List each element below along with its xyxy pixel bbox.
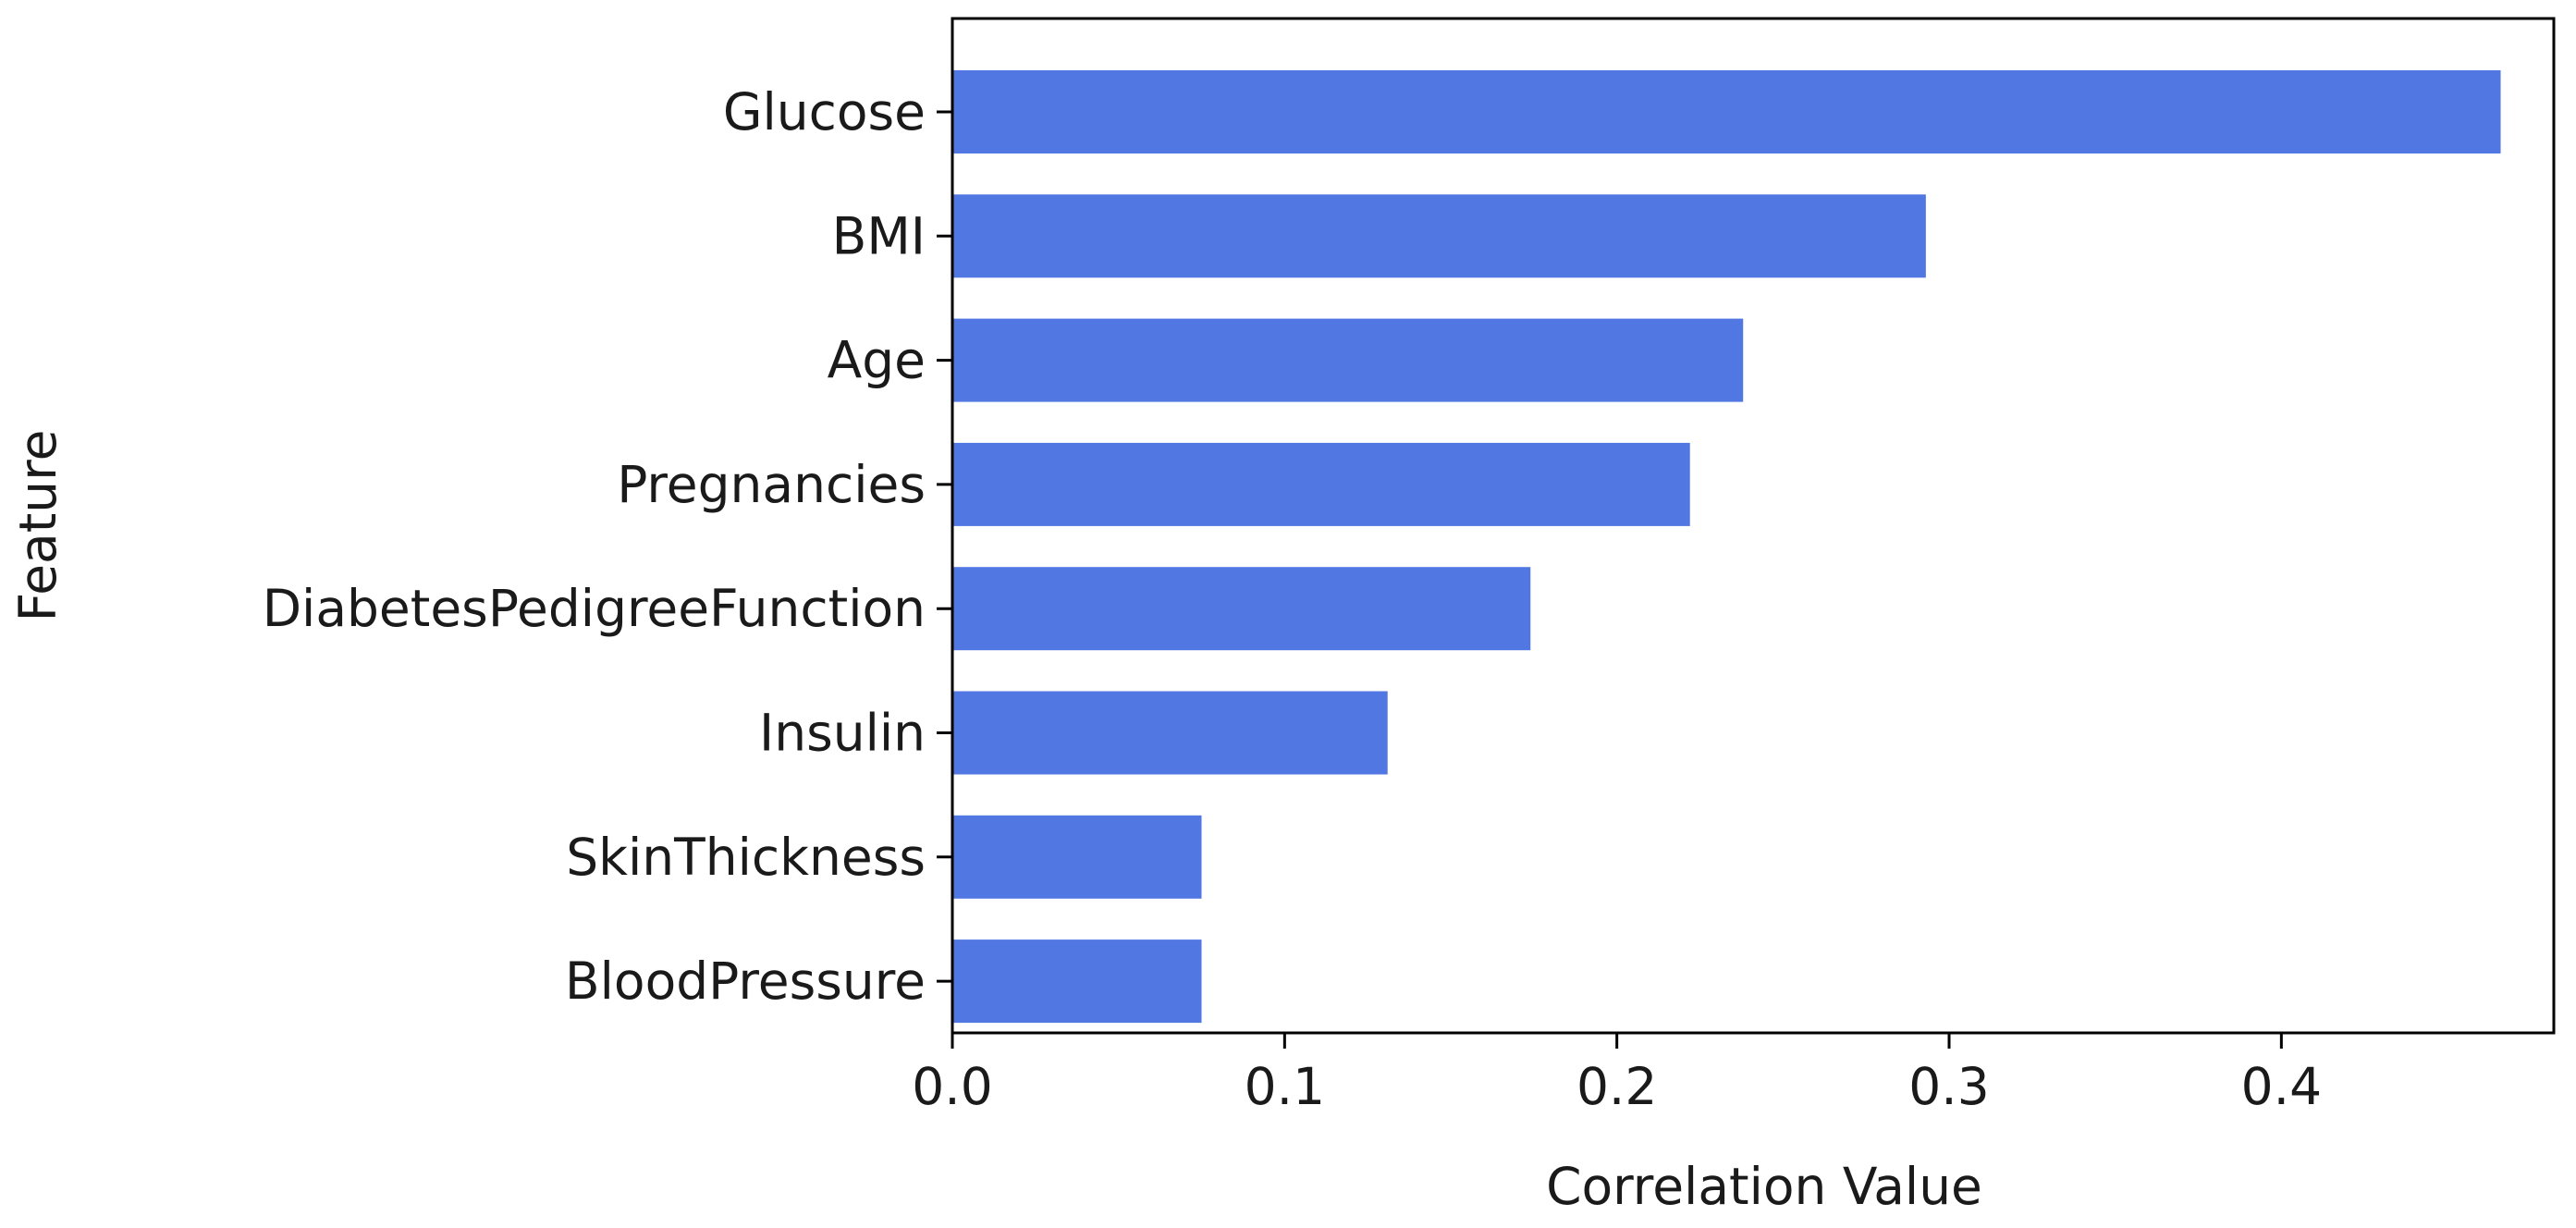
bar-diabetespedigreefunction	[952, 567, 1531, 651]
y-tick-label: DiabetesPedigreeFunction	[263, 579, 926, 638]
bars-group	[952, 70, 2501, 1024]
bar-skinthickness	[952, 815, 1202, 899]
bar-glucose	[952, 70, 2501, 154]
x-tick-label: 0.4	[2241, 1057, 2322, 1116]
x-tick-label: 0.0	[912, 1057, 992, 1116]
x-tick-label: 0.2	[1576, 1057, 1657, 1116]
x-tick-label: 0.1	[1245, 1057, 1325, 1116]
x-axis-title: Correlation Value	[1546, 1157, 1982, 1216]
y-tick-label: Glucose	[723, 82, 926, 141]
x-axis-ticks: 0.0 0.1 0.2 0.3 0.4	[912, 1033, 2322, 1116]
plot-frame	[951, 17, 2556, 1035]
y-tick-label: Pregnancies	[617, 455, 926, 514]
y-tick-label: BMI	[832, 206, 926, 265]
bar-bmi	[952, 194, 1926, 278]
y-tick-label: Age	[828, 331, 926, 390]
bar-pregnancies	[952, 442, 1690, 526]
y-tick-label: BloodPressure	[565, 952, 926, 1011]
x-tick-label: 0.3	[1908, 1057, 1989, 1116]
bar-bloodpressure	[952, 939, 1202, 1024]
y-axis-title: Feature	[8, 430, 67, 622]
y-tick-label: Insulin	[759, 704, 926, 763]
bar-insulin	[952, 691, 1388, 775]
bar-age	[952, 318, 1744, 402]
y-tick-label: SkinThickness	[566, 828, 926, 887]
y-axis-ticks: Glucose BMI Age Pregnancies DiabetesPedigree…	[263, 82, 952, 1011]
